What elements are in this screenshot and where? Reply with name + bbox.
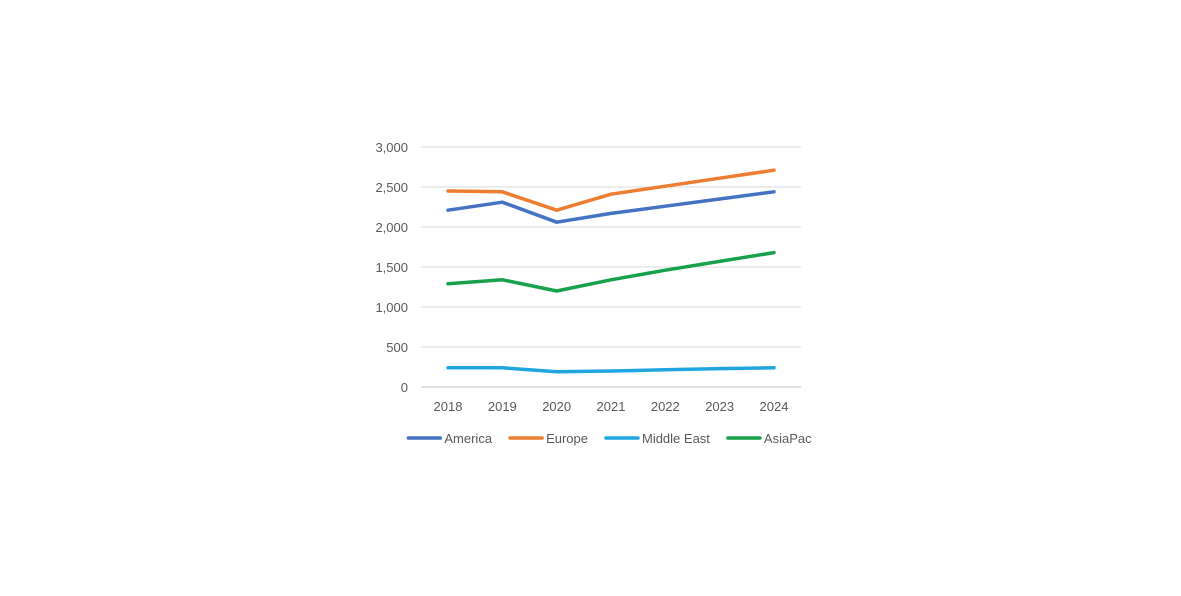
- x-tick-label: 2024: [760, 399, 789, 414]
- y-tick-label: 2,500: [375, 180, 408, 195]
- y-tick-label: 3,000: [375, 140, 408, 155]
- gridlines: [421, 146, 801, 388]
- y-tick-label: 500: [386, 340, 408, 355]
- legend-label-europe: Europe: [546, 431, 588, 446]
- series-line-america: [446, 190, 776, 224]
- x-tick-label: 2022: [651, 399, 680, 414]
- series-lines: [446, 168, 776, 374]
- x-tick-label: 2019: [488, 399, 517, 414]
- series-line-europe: [446, 168, 776, 212]
- x-tick-label: 2021: [597, 399, 626, 414]
- x-tick-label: 2020: [542, 399, 571, 414]
- y-tick-label: 1,500: [375, 260, 408, 275]
- y-tick-label: 1,000: [375, 300, 408, 315]
- y-tick-label: 2,000: [375, 220, 408, 235]
- axes: 0 500 1,000 1,500 2,000 2,500 3,000 2018 2019 202…: [375, 140, 788, 414]
- series-line-asiapac: [446, 250, 776, 293]
- legend-label-middle-east: Middle East: [642, 431, 710, 446]
- series-line-middle-east: [446, 366, 776, 374]
- x-tick-label: 2023: [705, 399, 734, 414]
- y-tick-label: 0: [401, 380, 408, 395]
- x-tick-label: 2018: [434, 399, 463, 414]
- legend: America Europe Middle East AsiaPac: [406, 431, 812, 446]
- legend-label-asiapac: AsiaPac: [764, 431, 812, 446]
- legend-label-america: America: [444, 431, 492, 446]
